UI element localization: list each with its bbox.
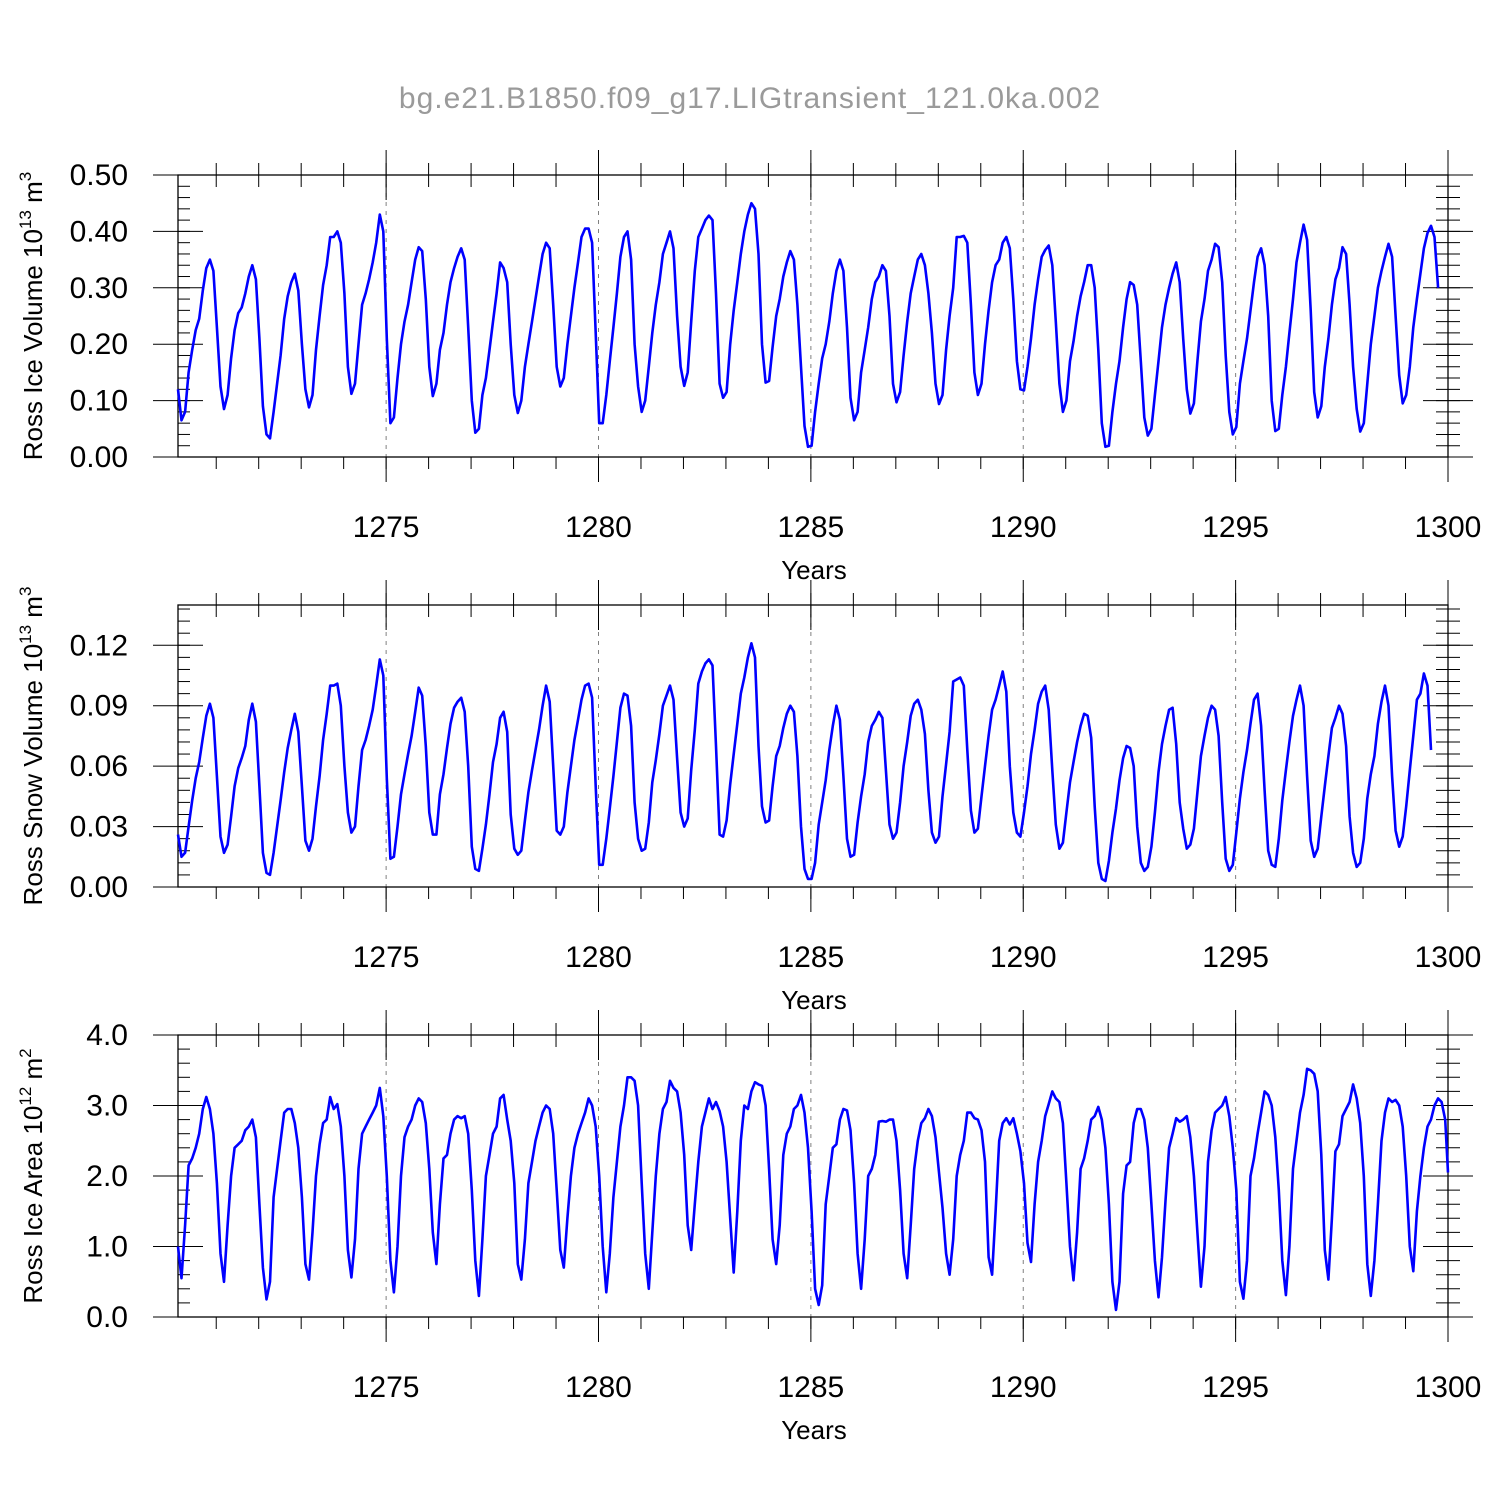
x-tick-label: 1290 [990, 941, 1057, 974]
y-tick-label: 0.00 [70, 441, 128, 474]
y-tick-label: 0.0 [86, 1301, 128, 1334]
x-axis-label: Years [781, 1415, 847, 1445]
ice-volume-panel: 0.00 0.10 0.20 0.30 0.40 0.50 1275 1280 1285 1290… [16, 150, 1482, 585]
y-tick-label: 0.20 [70, 328, 128, 361]
y-tick-label: 0.10 [70, 385, 128, 418]
x-tick-label: 1275 [353, 1371, 420, 1404]
y-tick-label: 0.09 [70, 690, 128, 723]
snow-volume-panel: 0.00 0.03 0.06 0.09 0.12 1275 1280 1285 1290 1295… [16, 580, 1482, 1015]
data-series-line [176, 201, 1440, 449]
x-tick-label: 1295 [1202, 1371, 1269, 1404]
ice-area-panel: 0.0 1.0 2.0 3.0 4.0 1275 1280 1285 1290 1295 1300 Y… [16, 1010, 1482, 1445]
data-series-line [176, 642, 1433, 883]
plot-frame [177, 1034, 1449, 1318]
y-tick-label: 0.50 [70, 159, 128, 192]
x-tick-label: 1285 [778, 511, 845, 544]
y-tick-label: 4.0 [86, 1019, 128, 1052]
x-tick-label: 1280 [565, 511, 632, 544]
x-axis-label: Years [781, 985, 847, 1015]
x-tick-label: 1300 [1415, 941, 1482, 974]
x-tick-label: 1285 [778, 1371, 845, 1404]
y-tick-label: 0.03 [70, 811, 128, 844]
y-tick-label: 0.12 [70, 629, 128, 662]
y-tick-label: 1.0 [86, 1231, 128, 1264]
x-tick-label: 1300 [1415, 511, 1482, 544]
y-tick-label: 2.0 [86, 1160, 128, 1193]
data-series-line [176, 1067, 1450, 1312]
y-tick-label: 0.00 [70, 871, 128, 904]
x-tick-label: 1285 [778, 941, 845, 974]
y-axis-label: Ross Snow Volume 1013 m3 [16, 587, 48, 906]
x-tick-label: 1290 [990, 1371, 1057, 1404]
x-tick-label: 1275 [353, 511, 420, 544]
x-tick-label: 1295 [1202, 941, 1269, 974]
x-tick-label: 1295 [1202, 511, 1269, 544]
chart-title: bg.e21.B1850.f09_g17.LIGtransient_121.0k… [398, 82, 1102, 115]
x-tick-label: 1275 [353, 941, 420, 974]
x-tick-label: 1290 [990, 511, 1057, 544]
y-axis-label: Ross Ice Area 1012 m2 [16, 1048, 48, 1303]
y-tick-label: 0.40 [70, 215, 128, 248]
y-axis-label: Ross Ice Volume 1013 m3 [16, 172, 48, 461]
x-axis-label: Years [781, 555, 847, 585]
x-tick-label: 1300 [1415, 1371, 1482, 1404]
x-tick-label: 1280 [565, 941, 632, 974]
y-tick-label: 3.0 [86, 1090, 128, 1123]
plot-frame [177, 604, 1449, 888]
plot-frame [177, 174, 1449, 458]
y-tick-label: 0.06 [70, 750, 128, 783]
y-tick-label: 0.30 [70, 272, 128, 305]
x-tick-label: 1280 [565, 1371, 632, 1404]
